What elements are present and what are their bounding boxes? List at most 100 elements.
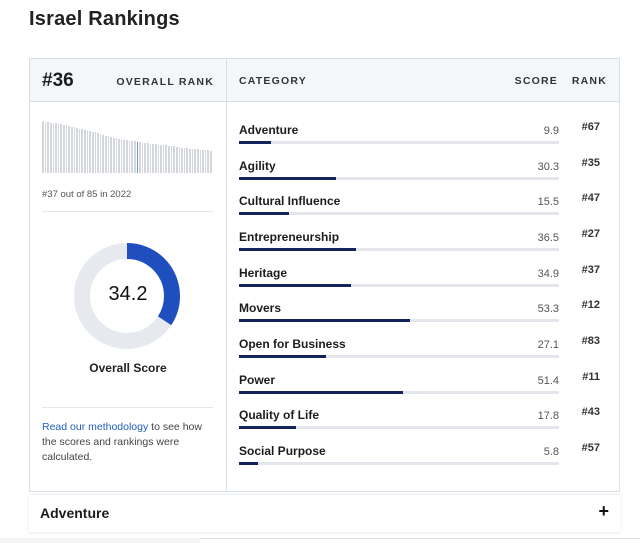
overall-rank-label: OVERALL RANK bbox=[116, 76, 214, 88]
score-bar-track bbox=[239, 141, 559, 144]
category-row: Agility 30.3 #35 bbox=[239, 155, 600, 189]
category-name: Quality of Life bbox=[239, 408, 320, 422]
rank-history-bar bbox=[81, 129, 83, 173]
score-bar-fill bbox=[239, 426, 296, 429]
rank-history-bar bbox=[97, 133, 99, 173]
category-column-header: CATEGORY bbox=[239, 75, 307, 87]
category-row: Social Purpose 5.8 #57 bbox=[239, 440, 600, 474]
rank-history-bar bbox=[178, 147, 181, 173]
category-rank: #37 bbox=[581, 264, 600, 276]
rank-history-bar bbox=[78, 128, 81, 173]
category-rank: #43 bbox=[581, 406, 600, 418]
rank-history-bar bbox=[139, 142, 141, 173]
rank-history-bar bbox=[120, 139, 123, 173]
score-bar-fill bbox=[239, 177, 336, 180]
rank-history-bar bbox=[86, 130, 89, 173]
methodology-note: Read our methodology to see how the scor… bbox=[42, 420, 214, 465]
score-bar-track bbox=[239, 391, 559, 394]
column-divider bbox=[226, 59, 227, 491]
category-rank: #27 bbox=[581, 228, 600, 240]
divider-line bbox=[42, 211, 213, 212]
category-row: Entrepreneurship 36.5 #27 bbox=[239, 226, 600, 260]
score-bar-track bbox=[239, 462, 559, 465]
rank-history-bar bbox=[154, 144, 157, 173]
rank-history-bar bbox=[181, 147, 183, 173]
rank-history-bar bbox=[194, 149, 196, 173]
card-header: #36 OVERALL RANK CATEGORY SCORE RANK bbox=[30, 59, 619, 102]
category-name: Entrepreneurship bbox=[239, 230, 340, 244]
rank-history-bar bbox=[70, 126, 73, 173]
divider-line bbox=[42, 407, 213, 408]
rank-history-chart bbox=[42, 121, 213, 173]
rank-history-bar bbox=[68, 126, 70, 173]
rank-history-bar bbox=[196, 149, 199, 173]
category-row: Open for Business 27.1 #83 bbox=[239, 333, 600, 367]
score-bar-track bbox=[239, 177, 559, 180]
category-row: Quality of Life 17.8 #43 bbox=[239, 404, 600, 438]
rank-history-bar bbox=[102, 134, 104, 173]
category-name: Cultural Influence bbox=[239, 194, 341, 208]
rank-history-bar bbox=[123, 139, 125, 173]
score-bar-fill bbox=[239, 212, 289, 215]
rank-history-bar bbox=[141, 142, 144, 173]
overall-rank-value: #36 bbox=[42, 70, 74, 91]
category-name: Adventure bbox=[239, 123, 299, 137]
rank-history-caption: #37 out of 85 in 2022 bbox=[42, 189, 132, 200]
category-name: Movers bbox=[239, 301, 282, 315]
score-bar-fill bbox=[239, 355, 326, 358]
rank-history-bar bbox=[170, 146, 173, 173]
rank-history-bar bbox=[89, 131, 91, 173]
score-bar-fill bbox=[239, 319, 410, 322]
rank-history-bar bbox=[199, 149, 202, 173]
next-section-edge bbox=[200, 538, 640, 544]
category-row: Cultural Influence 15.5 #47 bbox=[239, 190, 600, 224]
rank-history-bar bbox=[126, 140, 128, 173]
score-bar-track bbox=[239, 212, 559, 215]
rank-history-bar bbox=[204, 150, 207, 173]
rank-history-bar bbox=[91, 131, 94, 173]
rank-history-bar bbox=[157, 144, 160, 173]
rank-history-bar bbox=[55, 123, 57, 173]
overall-score-value: 34.2 bbox=[108, 283, 148, 305]
overall-score-label: Overall Score bbox=[89, 361, 167, 375]
rank-history-bar bbox=[99, 134, 102, 173]
rank-history-bar bbox=[118, 138, 120, 173]
rank-history-bar bbox=[115, 138, 118, 173]
rank-history-bar bbox=[94, 132, 97, 173]
rank-history-bar bbox=[63, 124, 65, 173]
score-bar-fill bbox=[239, 391, 404, 394]
rank-history-bar bbox=[175, 147, 178, 173]
rank-history-bar bbox=[47, 122, 49, 173]
category-score: 5.8 bbox=[543, 446, 559, 458]
rank-history-bar bbox=[128, 140, 131, 173]
category-name: Power bbox=[239, 373, 276, 387]
category-rank: #12 bbox=[581, 299, 600, 311]
score-column-header: SCORE bbox=[514, 75, 558, 87]
methodology-link[interactable]: Read our methodology bbox=[42, 421, 149, 433]
accordion-adventure[interactable]: Adventure + bbox=[29, 494, 620, 532]
rank-history-bar bbox=[136, 141, 139, 173]
score-bar-track bbox=[239, 248, 559, 251]
rank-history-bar bbox=[49, 122, 52, 173]
overall-score-donut bbox=[74, 243, 180, 349]
category-row: Heritage 34.9 #37 bbox=[239, 262, 600, 296]
rank-history-bar bbox=[173, 146, 175, 173]
category-name: Heritage bbox=[239, 266, 288, 280]
category-score: 51.4 bbox=[537, 375, 559, 387]
rank-history-bar bbox=[84, 130, 86, 173]
category-score: 9.9 bbox=[543, 125, 559, 137]
category-rank: #35 bbox=[581, 157, 600, 169]
rank-history-bar bbox=[147, 143, 149, 173]
rank-column-header: RANK bbox=[571, 75, 607, 87]
category-name: Open for Business bbox=[239, 337, 346, 351]
score-bar-track bbox=[239, 355, 559, 358]
category-rank: #11 bbox=[582, 371, 600, 383]
score-bar-track bbox=[239, 284, 559, 287]
category-score: 17.8 bbox=[537, 410, 559, 422]
category-score: 36.5 bbox=[537, 232, 559, 244]
plus-icon[interactable]: + bbox=[598, 501, 609, 521]
rank-history-bar bbox=[210, 150, 212, 173]
rank-history-bar bbox=[183, 148, 186, 173]
category-score: 53.3 bbox=[537, 303, 559, 315]
donut-score-arc bbox=[74, 243, 180, 349]
